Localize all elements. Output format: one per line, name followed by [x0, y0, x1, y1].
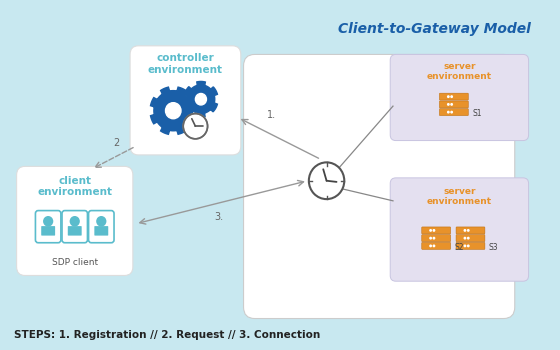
FancyBboxPatch shape	[422, 243, 451, 249]
Text: Client-to-Gateway Model: Client-to-Gateway Model	[338, 22, 531, 36]
FancyBboxPatch shape	[390, 55, 529, 141]
Circle shape	[447, 111, 449, 113]
FancyBboxPatch shape	[390, 178, 529, 281]
Polygon shape	[184, 82, 217, 117]
Circle shape	[69, 216, 80, 226]
Circle shape	[468, 237, 469, 239]
Circle shape	[43, 216, 53, 226]
Text: S1: S1	[473, 109, 482, 118]
Text: client
environment: client environment	[37, 176, 112, 197]
FancyBboxPatch shape	[17, 166, 133, 275]
Circle shape	[451, 96, 452, 97]
FancyBboxPatch shape	[456, 227, 485, 234]
Circle shape	[433, 230, 435, 231]
Circle shape	[451, 104, 452, 105]
Circle shape	[464, 230, 466, 231]
Circle shape	[447, 96, 449, 97]
Circle shape	[195, 93, 207, 105]
FancyBboxPatch shape	[456, 235, 485, 242]
Circle shape	[183, 113, 208, 139]
FancyBboxPatch shape	[244, 55, 515, 318]
Text: server
environment: server environment	[427, 62, 492, 81]
Text: 2: 2	[113, 139, 119, 148]
Circle shape	[166, 103, 181, 119]
FancyBboxPatch shape	[130, 46, 241, 155]
Circle shape	[430, 237, 431, 239]
Circle shape	[430, 230, 431, 231]
FancyBboxPatch shape	[440, 109, 468, 116]
FancyBboxPatch shape	[440, 101, 468, 108]
Circle shape	[430, 245, 431, 247]
FancyBboxPatch shape	[440, 93, 468, 100]
FancyBboxPatch shape	[422, 235, 451, 242]
Text: SDP client: SDP client	[52, 258, 98, 267]
Text: S3: S3	[489, 243, 498, 252]
Text: 3.: 3.	[214, 212, 223, 222]
Text: STEPS: 1. Registration // 2. Request // 3. Connection: STEPS: 1. Registration // 2. Request // …	[14, 330, 320, 340]
Text: 1.: 1.	[267, 110, 276, 120]
FancyBboxPatch shape	[456, 243, 485, 249]
FancyBboxPatch shape	[422, 227, 451, 234]
FancyBboxPatch shape	[94, 226, 108, 236]
Text: server
environment: server environment	[427, 187, 492, 206]
FancyBboxPatch shape	[41, 226, 55, 236]
Circle shape	[309, 162, 344, 199]
Circle shape	[447, 104, 449, 105]
Circle shape	[96, 216, 106, 226]
FancyBboxPatch shape	[68, 226, 82, 236]
Circle shape	[433, 237, 435, 239]
Text: controller
environment: controller environment	[148, 54, 223, 75]
Circle shape	[433, 245, 435, 247]
Circle shape	[451, 111, 452, 113]
Text: S2: S2	[454, 243, 464, 252]
Circle shape	[464, 237, 466, 239]
Polygon shape	[151, 87, 196, 134]
Circle shape	[464, 245, 466, 247]
Circle shape	[468, 245, 469, 247]
Circle shape	[468, 230, 469, 231]
